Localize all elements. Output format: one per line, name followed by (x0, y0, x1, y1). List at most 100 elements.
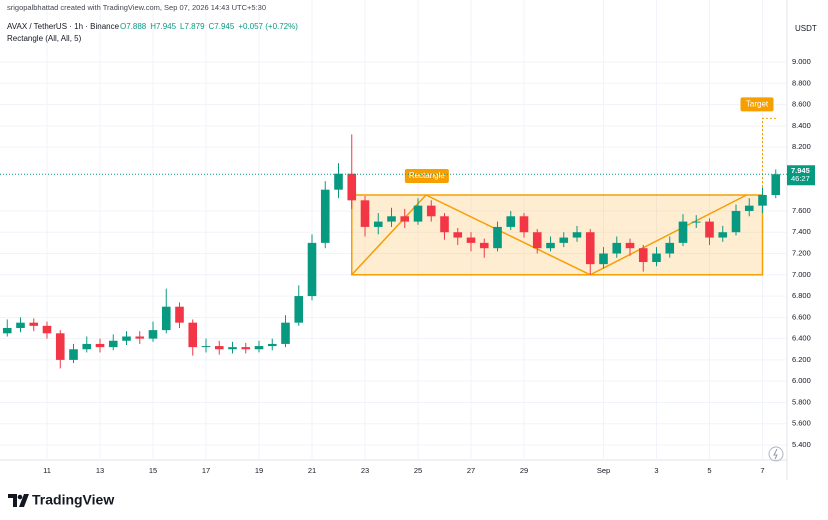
candle-body (281, 322, 290, 344)
ohlc-item: C7.945 (209, 22, 235, 31)
y-tick-label: 6.000 (792, 376, 811, 385)
icon-ring (768, 446, 784, 462)
candle-body (135, 336, 145, 339)
candle-body (188, 322, 198, 348)
candle-body (214, 346, 224, 350)
candle-body (201, 346, 211, 348)
replay-icon (768, 446, 784, 462)
y-tick-label: 8.200 (792, 142, 811, 151)
candle-body (2, 327, 12, 334)
candle-body (108, 340, 118, 348)
candle-body (665, 242, 675, 254)
candle-body (718, 232, 728, 238)
candle-body (652, 253, 661, 263)
candle-body (678, 221, 688, 243)
grid: 5.400 5.600 5.800 6.000 6.200 6.400 6.600 6.800… (0, 0, 811, 475)
pattern-line (351, 194, 747, 276)
x-tick-label: 17 (202, 466, 210, 475)
ohlc-legend: O7.888 H7.945 L7.879 C7.945 +0.057 (+0.72%) (120, 22, 298, 31)
y-tick-label: 7.200 (792, 248, 811, 257)
x-tick-label: Sep (597, 466, 610, 475)
candle-body (82, 343, 92, 350)
y-tick-label: 8.400 (792, 121, 811, 130)
rectangle (351, 194, 764, 276)
candle-body (400, 216, 410, 222)
y-tick-label: 6.800 (792, 291, 811, 300)
candle-body (267, 343, 277, 347)
x-tick-label: 3 (654, 466, 658, 475)
candle-body (744, 205, 754, 211)
y-tick-label: 5.600 (792, 419, 811, 428)
candle-body (705, 221, 714, 238)
x-tick-label: 29 (520, 466, 528, 475)
candle-body (771, 174, 781, 195)
candle-body (320, 189, 330, 243)
candle-body (122, 336, 131, 341)
candle-body (559, 237, 569, 243)
candle-body (334, 173, 343, 190)
target-label: Target (746, 100, 769, 109)
brand: TradingView (32, 492, 114, 508)
ohlc-item: H7.945 (150, 22, 176, 31)
logo-dot (17, 494, 23, 500)
candle-body (546, 242, 555, 249)
candle-body (228, 347, 237, 350)
ohlc-item: O7.888 (120, 22, 147, 31)
x-tick-label: 7 (760, 466, 764, 475)
y-tick-label: 8.800 (792, 78, 811, 87)
candle-body (493, 226, 502, 249)
candle-body (638, 248, 648, 263)
candle-body (387, 216, 396, 222)
candle-body (161, 306, 171, 331)
candle-body (95, 343, 105, 348)
x-tick-label: 13 (96, 466, 104, 475)
target-line (762, 117, 777, 195)
candle-body (599, 253, 608, 265)
candle-body (731, 210, 741, 233)
y-tick-label: 9.000 (792, 57, 811, 66)
candle-body (254, 346, 264, 350)
candle-body (532, 232, 542, 249)
candle-body (347, 173, 357, 201)
x-tick-label: 27 (467, 466, 475, 475)
candle-body (479, 242, 489, 249)
candle-body (519, 216, 529, 233)
candle-body (241, 347, 251, 350)
icon-bolt (773, 448, 778, 460)
y-tick-label: 5.800 (792, 397, 811, 406)
symbol: AVAX / TetherUS · 1h · Binance (7, 22, 120, 31)
candle-body (440, 216, 449, 233)
candle-body (585, 232, 595, 265)
y-tick-label: 7.600 (792, 206, 811, 215)
logo (8, 494, 29, 507)
candle-body (506, 216, 516, 227)
candle-body (691, 221, 701, 223)
candle-body (55, 333, 65, 360)
candle-body (572, 232, 582, 238)
rectangle-label: Rectangle (409, 171, 446, 180)
candle-body (69, 349, 78, 360)
y-tick-label: 6.400 (792, 334, 811, 343)
candle-body (294, 296, 304, 323)
y-tick-label: 6.600 (792, 312, 811, 321)
attribution: srigopalbhattad created with TradingView… (7, 3, 266, 12)
y-tick-label: 6.200 (792, 355, 811, 364)
x-tick-label: 15 (149, 466, 157, 475)
candle-body (413, 205, 423, 222)
countdown: 46:27 (791, 174, 810, 183)
ohlc-item: L7.879 (180, 22, 205, 31)
y-tick-label: 8.600 (792, 100, 811, 109)
last-price-tag (787, 165, 815, 186)
target-tag (740, 97, 774, 112)
x-tick-label: 21 (308, 466, 316, 475)
ohlc-item: +0.057 (+0.72%) (238, 22, 298, 31)
candle-body (453, 232, 463, 238)
y-tick-label: 7.400 (792, 227, 811, 236)
candle-body (758, 195, 767, 206)
candle-body (466, 237, 476, 243)
candle-body (148, 330, 158, 339)
rectangle-tag (404, 169, 449, 183)
